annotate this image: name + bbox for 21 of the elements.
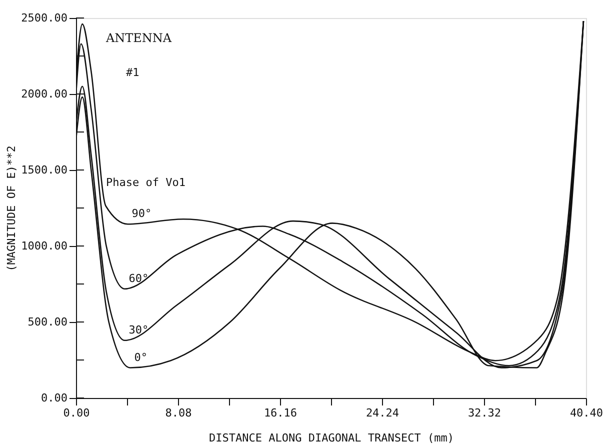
y-tick-label: 0.00 [41, 392, 68, 404]
y-axis-title: (MAGNITUDE OF E)**2 [5, 146, 18, 272]
x-tick-label: 16.16 [264, 406, 298, 420]
annotation: ANTENNA [105, 31, 172, 45]
annotation: #1 [126, 66, 140, 79]
series-label: 60° [128, 272, 149, 285]
series-label: 0° [134, 350, 148, 364]
series-label: 30° [128, 323, 149, 336]
y-tick-label: 500.00 [28, 316, 68, 328]
y-tick-label: 1500.00 [21, 164, 68, 176]
y-tick-label: 1000.00 [21, 240, 68, 252]
y-tick-label: 2500.00 [21, 12, 68, 24]
y-tick-label: 2000.00 [21, 88, 68, 100]
x-tick-label: 0.00 [63, 406, 90, 420]
series-label: 90° [132, 207, 152, 220]
x-axis-title: DISTANCE ALONG DIAGONAL TRANSECT (mm) [208, 432, 454, 444]
x-tick-label: 32.32 [468, 406, 502, 420]
x-tick-label: 8.08 [165, 406, 192, 420]
x-tick-label: 40.40 [570, 406, 604, 420]
annotation: Phase of Vo1 [106, 176, 186, 189]
x-tick-label: 24.24 [366, 406, 400, 420]
